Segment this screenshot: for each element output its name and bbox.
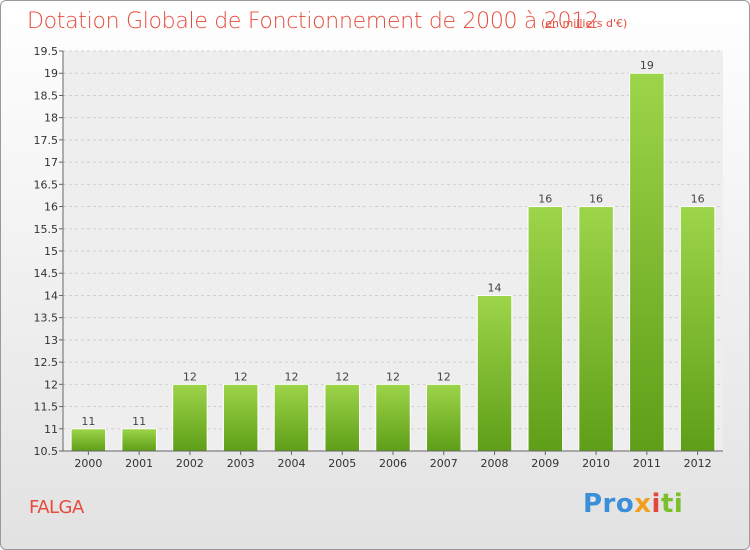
- bar-2012[interactable]: [679, 206, 716, 452]
- bar-2001[interactable]: [121, 428, 157, 452]
- logo-part-4: ti: [660, 489, 684, 519]
- bar-2000[interactable]: [70, 428, 107, 452]
- bar-2007[interactable]: [426, 383, 462, 452]
- value-label-2006: 12: [386, 370, 400, 383]
- y-tick-label: 15: [44, 245, 58, 258]
- x-tick-label-2006: 2006: [379, 457, 407, 470]
- bar-2010[interactable]: [578, 206, 614, 452]
- value-label-2008: 14: [488, 281, 502, 294]
- y-tick-label: 15.5: [34, 223, 59, 236]
- proxiti-logo[interactable]: Proxiti: [583, 489, 683, 519]
- logo-part-3: i: [651, 489, 661, 519]
- chart-subtitle: (en milliers d'€): [541, 17, 628, 30]
- value-label-2010: 16: [589, 193, 603, 206]
- value-label-2004: 12: [284, 370, 298, 383]
- x-tick-label-2000: 2000: [74, 457, 102, 470]
- y-tick-label: 18.5: [34, 89, 59, 102]
- x-tick-label-2002: 2002: [176, 457, 204, 470]
- y-tick-label: 11.5: [34, 401, 59, 414]
- y-tick-label: 14.5: [34, 267, 59, 280]
- x-tick-label-2009: 2009: [531, 457, 559, 470]
- bar-2005[interactable]: [324, 383, 360, 452]
- value-label-2011: 19: [640, 59, 654, 72]
- x-tick-label-2012: 2012: [684, 457, 712, 470]
- x-tick-label-2007: 2007: [430, 457, 458, 470]
- y-tick-label: 14: [44, 289, 58, 302]
- y-tick-label: 12.5: [34, 356, 59, 369]
- x-tick-label-2003: 2003: [227, 457, 255, 470]
- bar-2009[interactable]: [527, 206, 564, 452]
- bar-2011[interactable]: [629, 72, 665, 452]
- x-tick-label-2004: 2004: [277, 457, 305, 470]
- y-tick-label: 19.5: [34, 45, 59, 58]
- value-label-2001: 11: [132, 415, 146, 428]
- bar-2002[interactable]: [172, 383, 208, 452]
- y-tick-label: 13: [44, 334, 58, 347]
- y-tick-label: 11: [44, 423, 58, 436]
- value-label-2005: 12: [335, 370, 349, 383]
- bar-2004[interactable]: [273, 383, 310, 452]
- x-tick-label-2011: 2011: [633, 457, 661, 470]
- x-tick-label-2010: 2010: [582, 457, 610, 470]
- y-tick-label: 18: [44, 112, 58, 125]
- x-tick-label-2008: 2008: [481, 457, 509, 470]
- value-label-2003: 12: [234, 370, 248, 383]
- bar-2006[interactable]: [375, 383, 411, 452]
- value-label-2012: 16: [691, 193, 705, 206]
- y-tick-label: 17: [44, 156, 58, 169]
- y-tick-label: 16.5: [34, 178, 59, 191]
- value-label-2002: 12: [183, 370, 197, 383]
- logo-part-2: x: [634, 489, 652, 519]
- x-tick-label-2001: 2001: [125, 457, 153, 470]
- y-tick-label: 10.5: [34, 445, 59, 458]
- value-label-2007: 12: [437, 370, 451, 383]
- bars: 11 11 12 12 12 12 12 12 14 16 16 19 16: [70, 59, 716, 452]
- y-tick-label: 19: [44, 67, 58, 80]
- bar-2008[interactable]: [476, 294, 513, 452]
- y-tick-label: 17.5: [34, 134, 59, 147]
- axes: 10.5 11 11.5 12 12.5 13 13.5 14 14.5 15 15.5 16 16.5…: [34, 45, 723, 470]
- commune-name: FALGA: [29, 497, 84, 518]
- logo-part-1: Pro: [583, 489, 635, 519]
- y-tick-label: 13.5: [34, 312, 59, 325]
- y-tick-label: 16: [44, 201, 58, 214]
- bar-2003[interactable]: [222, 383, 259, 452]
- value-label-2009: 16: [538, 193, 552, 206]
- y-tick-label: 12: [44, 378, 58, 391]
- chart-title: Dotation Globale de Fonctionnement de 20…: [27, 9, 599, 34]
- x-tick-label-2005: 2005: [328, 457, 356, 470]
- value-label-2000: 11: [81, 415, 95, 428]
